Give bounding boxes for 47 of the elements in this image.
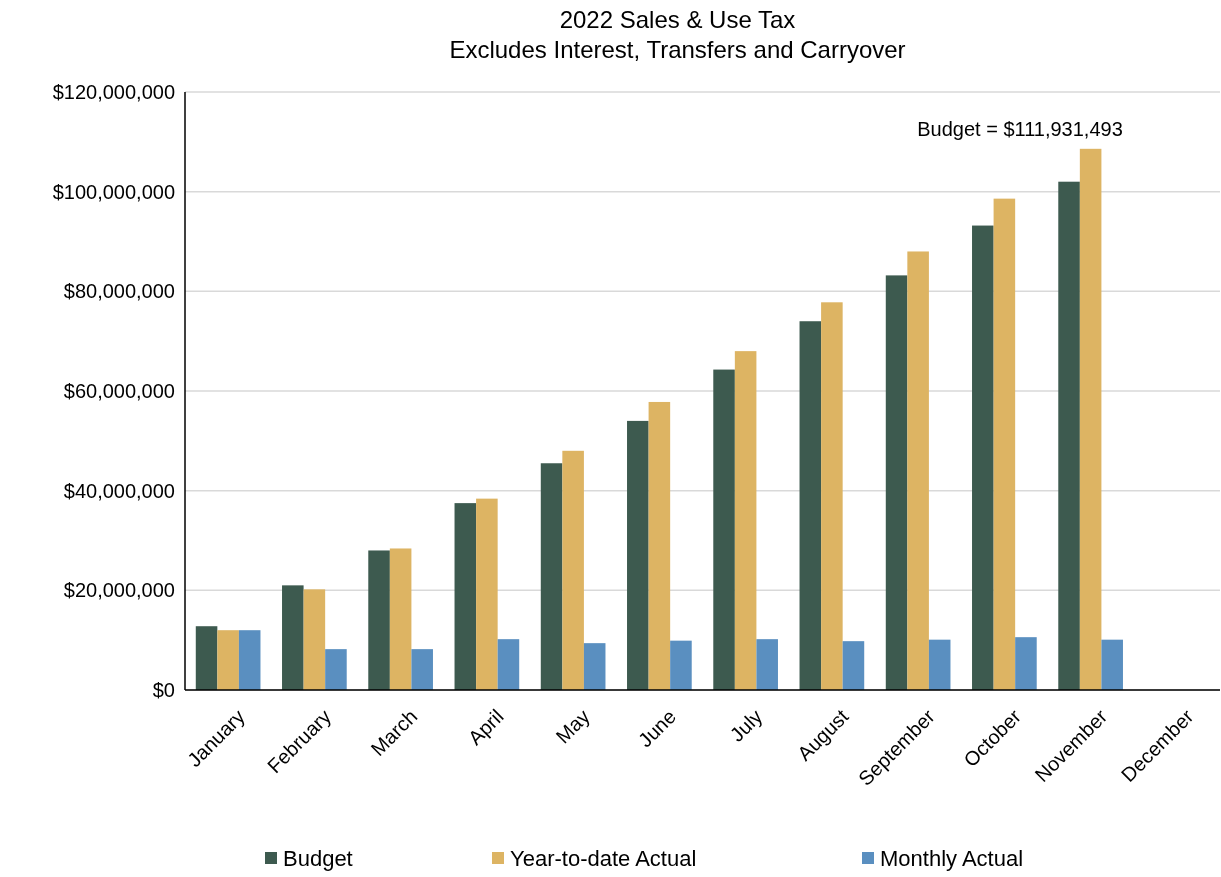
bar	[325, 649, 347, 690]
bar	[454, 503, 477, 690]
y-tick-label: $120,000,000	[52, 81, 175, 103]
bar	[583, 643, 606, 690]
bar	[1058, 181, 1080, 690]
y-tick-label: $80,000,000	[63, 280, 175, 303]
chart-title: 2022 Sales & Use Tax Excludes Interest, Transfers and Carryover	[449, 6, 906, 63]
annotation: Budget = $111,931,493	[917, 118, 1123, 140]
bar	[734, 351, 757, 690]
bar	[1101, 639, 1123, 690]
legend-label: Budget	[283, 845, 353, 871]
bar	[993, 198, 1016, 690]
bar	[195, 626, 218, 690]
bar	[476, 498, 498, 690]
bar	[821, 302, 843, 690]
bar	[1079, 148, 1102, 690]
bar	[1015, 637, 1037, 690]
y-tick-label: $20,000,000	[63, 579, 175, 602]
legend-label: Monthly Actual	[880, 845, 1024, 871]
bar	[368, 550, 390, 690]
bar	[670, 640, 692, 690]
bar	[497, 639, 520, 690]
y-tick-label: $100,000,000	[52, 180, 175, 203]
y-tick-label: $60,000,000	[63, 380, 175, 402]
y-tick-label: $40,000,000	[63, 479, 175, 502]
bar	[928, 639, 951, 690]
bar	[842, 641, 865, 690]
bar	[907, 251, 929, 690]
legend-label: Year-to-date Actual	[510, 845, 697, 871]
bar	[756, 639, 778, 690]
bar	[303, 589, 326, 690]
bar	[627, 420, 649, 690]
bar	[411, 649, 433, 690]
bar	[562, 450, 584, 690]
x-tick-label: July	[725, 705, 767, 746]
bar	[389, 548, 412, 690]
bar	[217, 630, 239, 690]
bar	[282, 585, 304, 690]
bar	[885, 275, 908, 690]
bar	[648, 401, 671, 690]
bar	[972, 225, 994, 690]
bar	[238, 630, 261, 690]
bar	[799, 321, 822, 690]
x-tick-label: May	[551, 705, 594, 748]
bar	[713, 369, 735, 690]
bar	[540, 463, 563, 690]
y-tick-label: $0	[152, 679, 175, 701]
